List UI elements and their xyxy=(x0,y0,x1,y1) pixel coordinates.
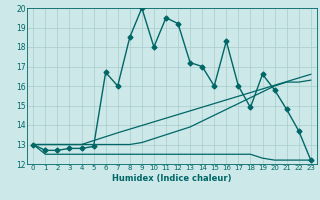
X-axis label: Humidex (Indice chaleur): Humidex (Indice chaleur) xyxy=(112,174,232,183)
